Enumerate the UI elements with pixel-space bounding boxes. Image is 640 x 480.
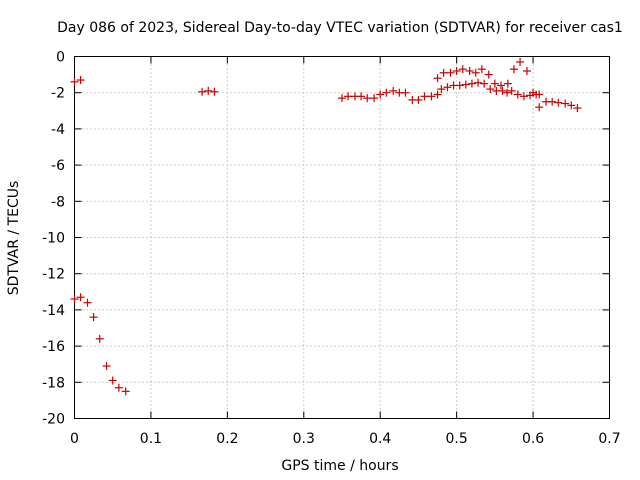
data-point <box>389 86 398 95</box>
data-point <box>467 79 476 88</box>
data-point <box>503 79 512 88</box>
data-points <box>70 57 582 396</box>
data-point <box>414 95 423 104</box>
data-point <box>532 90 541 99</box>
x-tick-label: 0.4 <box>369 431 391 447</box>
data-point <box>357 92 366 101</box>
data-point <box>490 79 499 88</box>
data-point <box>452 66 461 75</box>
data-point <box>114 383 123 392</box>
data-point <box>363 94 372 103</box>
data-point <box>210 87 219 96</box>
x-tick-label: 0.6 <box>522 431 544 447</box>
data-point <box>573 104 582 113</box>
data-point <box>70 77 79 86</box>
data-point <box>535 103 544 112</box>
data-point <box>338 94 346 103</box>
data-point <box>461 80 470 89</box>
data-point <box>427 92 436 101</box>
y-tick-labels: 0 -2 -4 -6 -8 -10 -12 -14 -16 -18 -20 <box>42 50 65 428</box>
data-point <box>498 86 507 95</box>
x-tick-label: 0.3 <box>293 431 315 447</box>
data-point <box>548 97 557 106</box>
y-tick-label: -14 <box>42 303 65 319</box>
data-point <box>439 68 448 77</box>
data-point <box>401 88 410 97</box>
y-tick-label: -16 <box>42 339 65 355</box>
data-point <box>433 90 442 99</box>
y-tick-label: -10 <box>42 231 65 247</box>
data-point <box>567 101 576 110</box>
data-point <box>516 57 525 66</box>
data-point <box>561 99 570 108</box>
data-point <box>102 362 111 371</box>
data-point <box>526 91 535 100</box>
data-point <box>70 295 79 304</box>
data-point <box>496 81 505 90</box>
data-point <box>76 76 85 85</box>
data-point <box>108 376 117 385</box>
y-tick-label: 0 <box>56 50 65 66</box>
grid-lines <box>74 56 610 419</box>
x-tick-label: 0 <box>70 431 79 447</box>
y-tick-label: -2 <box>51 86 65 102</box>
data-point <box>382 88 391 97</box>
data-point <box>458 65 467 74</box>
data-point <box>446 68 455 77</box>
data-point <box>204 86 213 95</box>
data-point <box>486 85 495 94</box>
data-point <box>437 85 446 94</box>
chart-title: Day 086 of 2023, Sidereal Day-to-day VTE… <box>57 20 623 36</box>
plot-frame <box>74 56 610 419</box>
data-point <box>480 79 489 88</box>
y-tick-label: -8 <box>51 194 65 210</box>
data-point <box>503 88 512 97</box>
data-point <box>76 293 85 302</box>
data-point <box>370 94 379 103</box>
data-point <box>484 70 493 79</box>
data-point <box>474 78 483 87</box>
data-point <box>95 334 104 343</box>
y-axis-label: SDTVAR / TECUs <box>6 181 22 296</box>
data-point <box>507 86 516 95</box>
y-tick-label: -20 <box>42 412 65 428</box>
data-point <box>522 66 531 75</box>
x-tick-labels: 0 0.1 0.2 0.3 0.4 0.5 0.6 0.7 <box>70 431 621 447</box>
x-tick-label: 0.5 <box>446 431 468 447</box>
data-point <box>121 387 130 396</box>
data-point <box>477 65 486 74</box>
data-point <box>471 68 480 77</box>
data-point <box>376 90 385 99</box>
data-point <box>455 81 464 90</box>
data-point <box>513 90 522 99</box>
y-tick-label: -18 <box>42 375 65 391</box>
data-point <box>443 83 452 92</box>
data-point <box>433 74 442 83</box>
x-axis-label: GPS time / hours <box>281 458 398 474</box>
y-tick-label: -6 <box>51 158 65 174</box>
data-point <box>509 65 518 74</box>
data-point <box>465 66 474 75</box>
data-point <box>83 298 92 307</box>
x-tick-label: 0.2 <box>216 431 238 447</box>
data-point <box>198 87 207 96</box>
data-point <box>420 92 429 101</box>
x-tick-label: 0.1 <box>140 431 162 447</box>
y-tick-label: -4 <box>51 122 65 138</box>
data-point <box>554 98 563 107</box>
data-point <box>519 92 528 101</box>
data-point <box>344 92 353 101</box>
data-point <box>89 313 98 322</box>
x-tick-label: 0.7 <box>598 431 620 447</box>
y-tick-label: -12 <box>42 267 65 283</box>
